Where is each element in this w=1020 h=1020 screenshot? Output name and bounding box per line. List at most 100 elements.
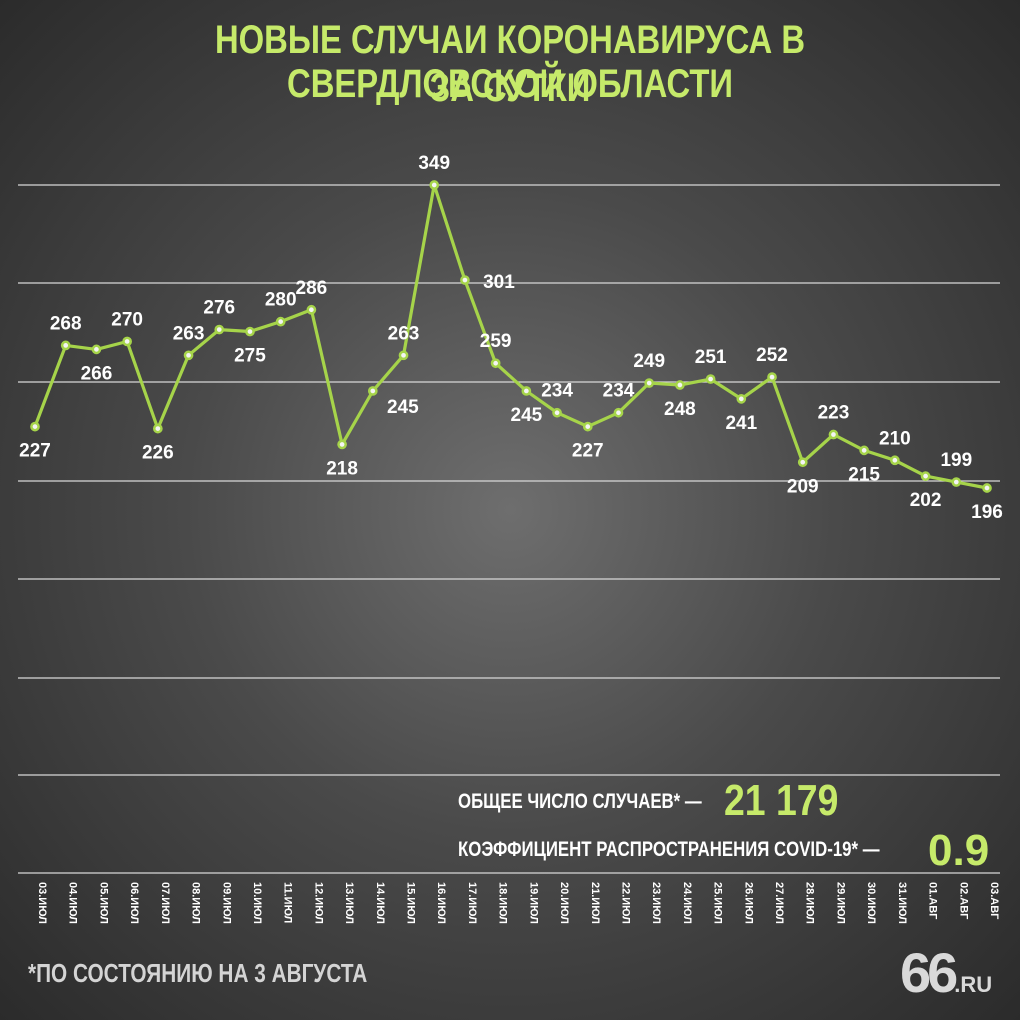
data-point (91, 344, 102, 355)
x-tick-label: 17.ИЮЛ (466, 882, 478, 924)
x-tick-label: 28.ИЮЛ (804, 882, 816, 924)
total-cases-value: 21 179 (724, 776, 839, 825)
chart-title-line-1: НОВЫЕ СЛУЧАИ КОРОНАВИРУСА В СВЕРДЛОВСКОЙ… (214, 18, 806, 106)
data-label: 263 (173, 323, 205, 344)
data-point (245, 326, 255, 337)
x-tick-label: 04.ИЮЛ (67, 882, 79, 924)
spread-rate-label: КОЭФФИЦИЕНТ РАСПРОСТРАНЕНИЯ COVID-19* — (458, 838, 880, 861)
data-point (951, 477, 962, 487)
x-tick-label: 11.ИЮЛ (282, 882, 294, 923)
data-point (982, 483, 992, 493)
data-point (582, 421, 593, 432)
x-tick-label: 22.ИЮЛ (619, 882, 631, 924)
data-point (890, 455, 900, 466)
data-label: 249 (633, 351, 665, 372)
data-point (122, 336, 132, 347)
data-point (920, 471, 931, 481)
x-tick-label: 24.ИЮЛ (681, 882, 693, 924)
data-label: 301 (483, 272, 515, 293)
x-tick-label: 06.ИЮЛ (128, 882, 140, 924)
data-label: 280 (265, 290, 297, 311)
data-label: 251 (695, 347, 727, 368)
series-line (33, 183, 988, 490)
x-tick-label: 26.ИЮЛ (742, 882, 754, 924)
x-tick-label: 12.ИЮЛ (312, 882, 324, 924)
data-label: 266 (81, 363, 113, 384)
data-label: 245 (387, 397, 419, 418)
data-label: 215 (848, 464, 880, 485)
total-cases-row: ОБЩЕЕ ЧИСЛО СЛУЧАЕВ* — 21 179 (458, 776, 838, 825)
data-label: 263 (388, 323, 420, 344)
data-label: 196 (971, 502, 1003, 523)
data-label: 270 (111, 309, 143, 330)
x-tick-label: 08.ИЮЛ (190, 882, 202, 924)
data-point (429, 180, 440, 190)
data-point (828, 429, 839, 440)
data-point (675, 380, 685, 390)
data-point (613, 407, 624, 418)
data-point (460, 275, 470, 285)
data-point (183, 350, 194, 361)
data-label: 275 (234, 346, 266, 367)
data-point (367, 386, 378, 396)
data-label: 227 (19, 441, 51, 462)
x-tick-label: 13.ИЮЛ (343, 882, 355, 924)
data-label: 276 (203, 298, 235, 319)
data-label: 218 (326, 458, 358, 479)
chart-title-line-2: ЗА СУТКИ (429, 66, 591, 110)
data-point (398, 350, 409, 361)
grid-lines (18, 184, 1000, 874)
data-label: 234 (541, 381, 573, 402)
footnote: *ПО СОСТОЯНИЮ НА 3 АВГУСТА (28, 958, 368, 988)
data-label: 286 (296, 278, 328, 299)
x-tick-label: 18.ИЮЛ (497, 882, 509, 924)
data-point (306, 304, 317, 315)
data-point (214, 324, 225, 335)
data-point (736, 394, 747, 404)
x-tick-label: 03.ИЮЛ (36, 882, 48, 924)
data-label: 349 (418, 153, 450, 174)
data-point (152, 423, 163, 434)
data-label: 223 (818, 403, 850, 424)
data-label: 241 (725, 413, 757, 434)
x-tick-label: 15.ИЮЛ (405, 882, 417, 924)
data-label: 234 (603, 381, 635, 402)
data-point (490, 358, 501, 369)
data-point (859, 445, 870, 456)
spread-rate-value: 0.9 (928, 826, 990, 875)
data-points (30, 180, 992, 493)
x-tick-label: 10.ИЮЛ (251, 882, 263, 924)
x-tick-label: 03.АВГ (988, 882, 1000, 920)
data-label: 202 (910, 490, 942, 511)
x-tick-label: 09.ИЮЛ (220, 882, 232, 924)
total-cases-label: ОБЩЕЕ ЧИСЛО СЛУЧАЕВ* — (458, 790, 702, 813)
x-tick-label: 07.ИЮЛ (159, 882, 171, 924)
data-point (705, 374, 716, 384)
x-tick-label: 05.ИЮЛ (97, 882, 109, 924)
x-tick-label: 31.ИЮЛ (896, 882, 908, 924)
data-label: 268 (50, 313, 82, 334)
site-logo: 66.RU (900, 940, 992, 1005)
logo-suffix: .RU (954, 972, 993, 997)
data-point (644, 378, 655, 388)
x-tick-label: 21.ИЮЛ (589, 882, 601, 924)
x-tick-label: 02.АВГ (957, 882, 969, 920)
x-tick-label: 14.ИЮЛ (374, 882, 386, 924)
x-tick-label: 20.ИЮЛ (558, 882, 570, 924)
x-tick-label: 27.ИЮЛ (773, 882, 785, 924)
x-tick-label: 01.АВГ (927, 882, 939, 920)
data-label: 209 (787, 476, 819, 497)
x-tick-label: 16.ИЮЛ (435, 882, 447, 924)
x-tick-label: 23.ИЮЛ (650, 882, 662, 924)
x-tick-label: 25.ИЮЛ (712, 882, 724, 924)
data-point (767, 372, 777, 382)
data-point (60, 340, 71, 351)
data-label: 259 (480, 331, 512, 352)
spread-rate-row: КОЭФФИЦИЕНТ РАСПРОСТРАНЕНИЯ COVID-19* — … (458, 826, 989, 875)
x-axis-ticks: 03.ИЮЛ 04.ИЮЛ 05.ИЮЛ 06.ИЮЛ 07.ИЮЛ 08.ИЮЛ 09.И… (36, 882, 1000, 924)
data-label: 226 (142, 443, 174, 464)
x-tick-label: 29.ИЮЛ (834, 882, 846, 924)
data-label: 227 (572, 441, 604, 462)
